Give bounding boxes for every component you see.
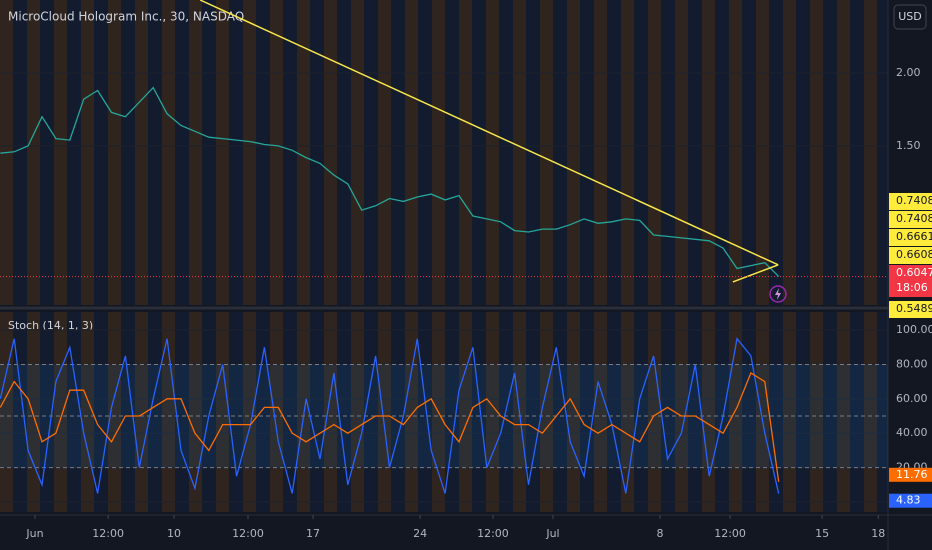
x-tick-label: 12:00: [477, 527, 509, 540]
price-tag-label: 0.7408: [896, 212, 932, 225]
plot: [0, 0, 888, 283]
last-value-label: 4.83: [896, 494, 921, 507]
pane: 2.00 1.50: [0, 0, 921, 283]
series-line: [0, 372, 780, 482]
y-tick-label: 80.00: [896, 357, 928, 370]
price-tag: [889, 193, 932, 210]
last-value-label: 11.76: [896, 468, 928, 481]
x-tick-label: 12:00: [232, 527, 264, 540]
currency-button[interactable]: [893, 4, 927, 30]
series-line: [0, 337, 780, 494]
price-tag: [889, 229, 932, 246]
price-tag: [889, 265, 932, 297]
alert-bolt: [775, 288, 781, 300]
session-shading: [0, 312, 888, 512]
y-tick-label: 1.50: [896, 139, 921, 152]
price-tag: [889, 211, 932, 228]
price-tag-label: 0.6608: [896, 248, 932, 261]
alert-icon[interactable]: [769, 285, 787, 303]
trendline: [199, 0, 779, 266]
indicator-title: Stoch (14, 1, 3): [8, 319, 93, 332]
price-tag-label: 0.7408: [896, 194, 932, 207]
x-tick-label: 12:00: [92, 527, 124, 540]
x-tick-label: 18: [871, 527, 885, 540]
y-tick-label: 2.00: [896, 66, 921, 79]
last-value-tag: [889, 493, 932, 508]
x-tick-label: Jul: [545, 527, 559, 540]
symbol-title: MicroCloud Hologram Inc., 30, NASDAQ: [8, 10, 244, 24]
x-tick-label: Jun: [25, 527, 43, 540]
x-tick-label: 10: [167, 527, 181, 540]
price-tag-label: 0.6047: [896, 266, 932, 279]
last-value-tag: [889, 467, 932, 482]
x-tick-label: 8: [657, 527, 664, 540]
price-tag: [889, 247, 932, 264]
y-tick-label: 60.00: [896, 392, 928, 405]
x-tick-label: 24: [413, 527, 427, 540]
countdown: 18:06: [896, 281, 928, 294]
session-shading: [0, 0, 888, 305]
x-tick-label: 15: [815, 527, 829, 540]
currency-label[interactable]: USD: [898, 10, 922, 23]
y-tick-label: 40.00: [896, 426, 928, 439]
y-tick-label: 100.00: [896, 323, 932, 336]
plot: [0, 329, 888, 503]
price-tag-label: 0.6661: [896, 230, 932, 243]
series-line: [0, 86, 780, 278]
x-tick-label: 17: [306, 527, 320, 540]
price-tag: [889, 301, 932, 318]
trendline: [732, 264, 779, 283]
price-tag-label: 0.5489: [896, 302, 932, 315]
x-tick-label: 12:00: [714, 527, 746, 540]
